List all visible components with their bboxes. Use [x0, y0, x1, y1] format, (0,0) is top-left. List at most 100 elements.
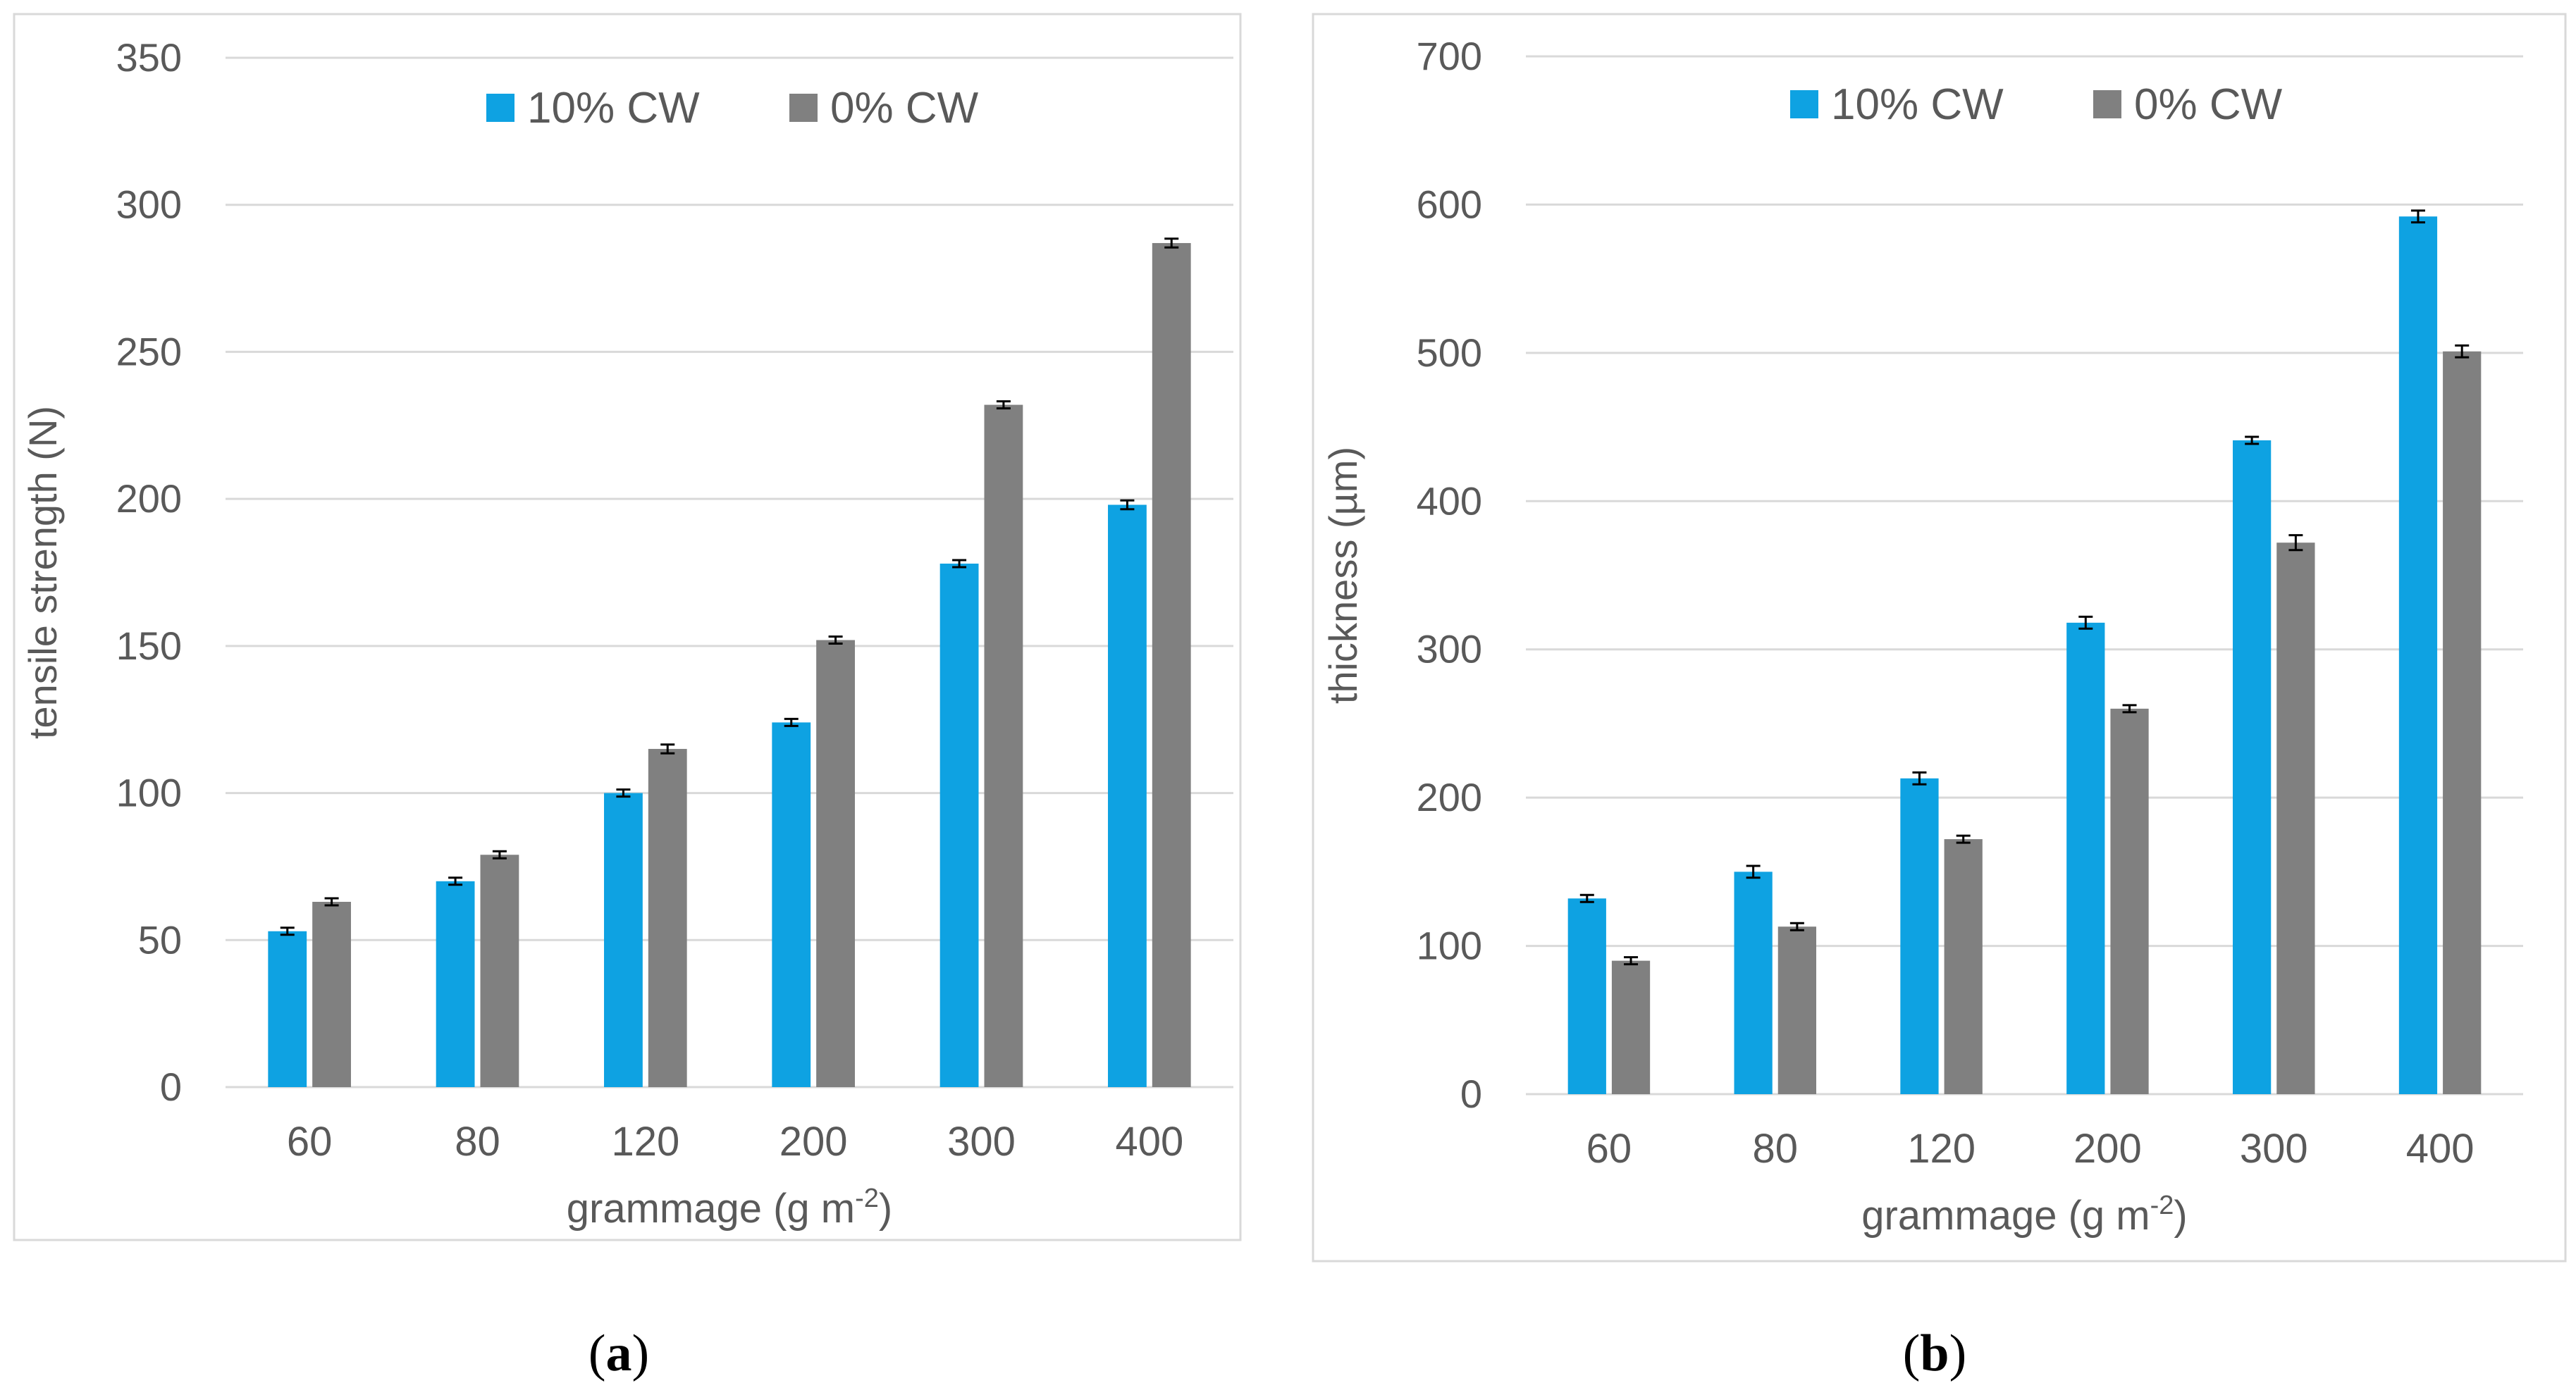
- bar-0-cw: [816, 640, 855, 1087]
- chart-frame: [1312, 13, 2567, 1263]
- error-bar: [2288, 534, 2303, 552]
- x-axis-title-suffix: ): [2174, 1193, 2187, 1239]
- bar-0-cw: [312, 902, 351, 1087]
- y-tick-label: 100: [1417, 924, 1482, 968]
- y-tick-label: 350: [116, 35, 182, 80]
- bar-0-cw: [984, 404, 1023, 1087]
- y-tick-label: 300: [116, 182, 182, 227]
- y-tick-label: 0: [1460, 1072, 1482, 1116]
- error-bar: [2122, 704, 2137, 714]
- bar-0-cw: [2110, 708, 2149, 1094]
- error-bar: [324, 897, 339, 907]
- error-bar: [660, 743, 675, 755]
- error-bar: [1789, 922, 1804, 931]
- x-axis-title-suffix: ): [879, 1186, 892, 1232]
- legend-swatch: [486, 94, 514, 122]
- y-tick-label: 600: [1417, 182, 1482, 226]
- bar-0-cw: [1944, 839, 1983, 1094]
- legend-swatch: [2093, 90, 2121, 118]
- x-axis-title-superscript: -2: [855, 1184, 879, 1213]
- error-bar: [1624, 956, 1639, 966]
- error-bar: [1912, 771, 1927, 786]
- error-bar: [952, 559, 967, 569]
- x-axis-title-main: grammage (g m: [567, 1186, 855, 1232]
- bar-0-cw: [2443, 351, 2482, 1094]
- bar-10-cw: [436, 881, 475, 1087]
- bar-10-cw: [2398, 216, 2438, 1095]
- x-tick-label: 120: [611, 1119, 679, 1165]
- bar-10-cw: [604, 793, 643, 1087]
- x-tick-label: 60: [287, 1119, 333, 1165]
- y-tick-label: 0: [160, 1065, 182, 1109]
- x-axis-title-superscript: -2: [2150, 1191, 2174, 1220]
- bar-0-cw: [1777, 926, 1816, 1094]
- x-axis-title: grammage (g m-2): [567, 1184, 892, 1232]
- panel-label-close-paren: ): [632, 1325, 650, 1382]
- y-tick-label: 700: [1417, 34, 1482, 78]
- y-tick-label: 400: [1417, 478, 1482, 523]
- bar-0-cw: [1611, 960, 1651, 1094]
- bar-10-cw: [1900, 778, 1939, 1094]
- bar-0-cw: [2276, 542, 2315, 1094]
- y-tick-label: 100: [116, 771, 182, 815]
- bar-10-cw: [268, 931, 307, 1087]
- error-bar: [2078, 615, 2093, 630]
- panel-label-close-paren: ): [1949, 1325, 1967, 1382]
- x-tick-label: 200: [779, 1119, 848, 1165]
- bar-0-cw: [648, 748, 687, 1087]
- y-tick-label: 250: [116, 329, 182, 373]
- panel-label-open-paren: (: [1903, 1325, 1921, 1382]
- error-bar: [1746, 864, 1761, 879]
- error-bar: [1579, 893, 1594, 903]
- y-tick-label: 500: [1417, 330, 1482, 375]
- error-bar: [828, 636, 843, 645]
- bar-10-cw: [1567, 898, 1606, 1094]
- y-tick-label: 150: [116, 624, 182, 668]
- x-tick-label: 300: [947, 1119, 1016, 1165]
- error-bar: [996, 400, 1011, 410]
- y-axis-title: thickness (µm): [1321, 447, 1365, 704]
- legend-label: 10% CW: [527, 84, 700, 132]
- y-tick-label: 300: [1417, 627, 1482, 671]
- panel-label-letter: a: [606, 1325, 632, 1382]
- legend-label: 0% CW: [2134, 80, 2283, 129]
- x-tick-label: 120: [1907, 1126, 1976, 1172]
- panel-label-open-paren: (: [588, 1325, 606, 1382]
- bar-0-cw: [1152, 242, 1191, 1088]
- x-tick-label: 400: [2406, 1126, 2475, 1172]
- legend: 10% CW 0% CW: [486, 84, 979, 132]
- panel-label-letter: b: [1920, 1325, 1949, 1382]
- bar-10-cw: [772, 722, 811, 1087]
- x-tick-label: 400: [1115, 1119, 1183, 1165]
- legend: 10% CW 0% CW: [1790, 80, 2283, 129]
- error-bar: [2245, 435, 2260, 445]
- legend-label: 0% CW: [830, 84, 979, 132]
- chart-panel-a: 0 50 100 150 200 250 300 350 60 80 120 200 300 400 ten…: [13, 13, 1242, 1241]
- error-bar: [1120, 499, 1135, 511]
- error-bar: [2410, 209, 2425, 224]
- x-tick-label: 200: [2073, 1126, 2142, 1172]
- x-axis-title-main: grammage (g m: [1861, 1193, 2150, 1239]
- legend-swatch: [789, 94, 818, 122]
- x-tick-label: 60: [1586, 1126, 1632, 1172]
- error-bar: [2455, 344, 2470, 359]
- error-bar: [1956, 834, 1971, 844]
- y-tick-label: 200: [1417, 775, 1482, 819]
- error-bar: [448, 876, 463, 886]
- error-bar: [1164, 237, 1179, 249]
- error-bar: [784, 717, 799, 727]
- x-tick-label: 80: [1752, 1126, 1798, 1172]
- bar-10-cw: [2233, 440, 2272, 1094]
- legend-label: 10% CW: [1831, 80, 2004, 129]
- x-tick-label: 300: [2240, 1126, 2308, 1172]
- bar-10-cw: [1734, 872, 1773, 1094]
- y-tick-label: 200: [116, 476, 182, 521]
- y-tick-label: 50: [138, 917, 182, 962]
- error-bar: [280, 926, 295, 936]
- x-tick-label: 80: [455, 1119, 500, 1165]
- error-bar: [492, 850, 507, 860]
- panel-label-a: (a): [588, 1325, 649, 1382]
- bar-10-cw: [939, 563, 979, 1087]
- bar-10-cw: [2066, 622, 2105, 1094]
